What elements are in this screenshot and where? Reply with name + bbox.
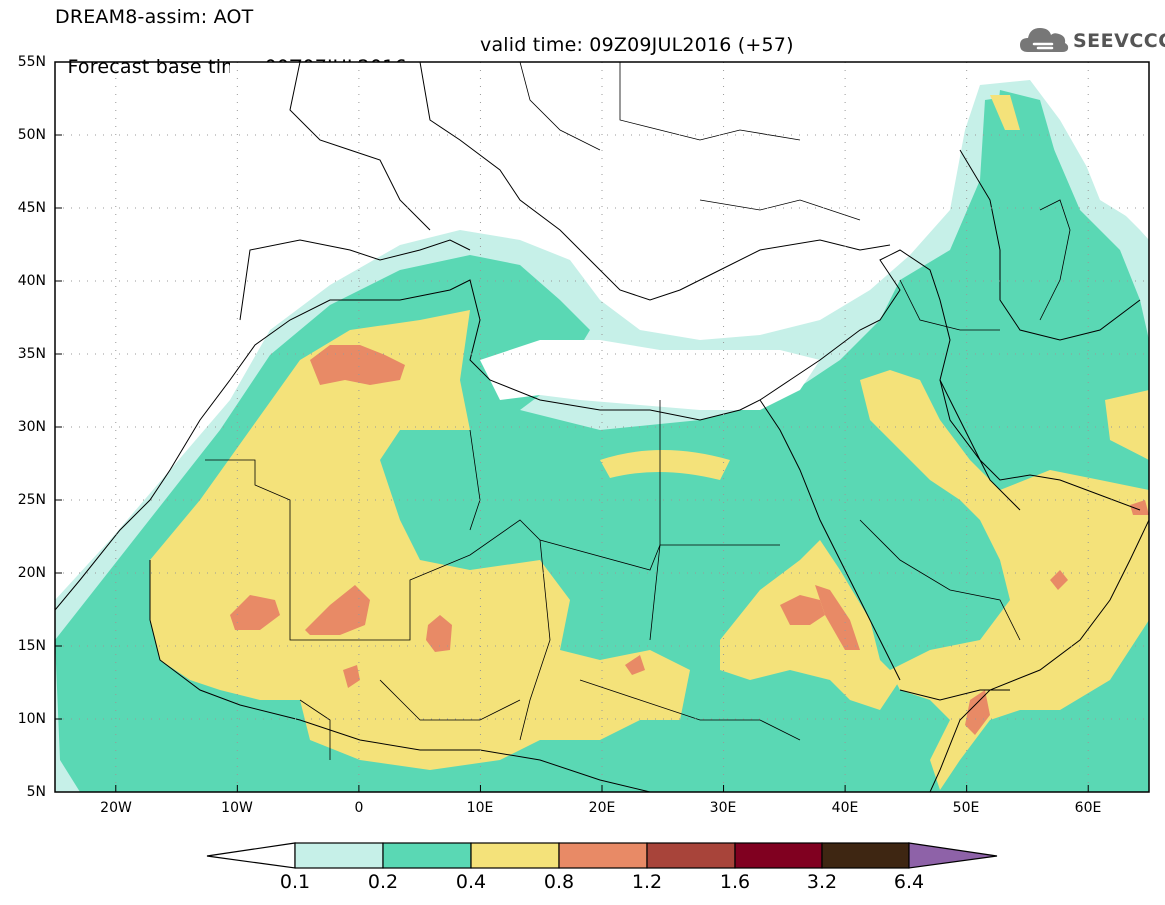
colorbar-swatch-2 xyxy=(382,842,472,869)
lat-label: 30N xyxy=(17,419,46,435)
colorbar-swatch-4 xyxy=(558,842,648,869)
lat-label: 45N xyxy=(17,200,46,216)
colorbar-label: 0.2 xyxy=(367,871,399,893)
country-borders xyxy=(205,62,1071,760)
colorbar-label: 0.1 xyxy=(279,871,311,893)
lon-label: 20W xyxy=(100,800,132,816)
colorbar-arrow-low xyxy=(206,842,296,869)
lon-label: 10W xyxy=(221,800,253,816)
colorbar xyxy=(206,842,998,869)
lat-label: 55N xyxy=(17,54,46,70)
lat-label: 5N xyxy=(26,784,46,800)
lat-label: 15N xyxy=(17,638,46,654)
colorbar-label: 0.8 xyxy=(543,871,575,893)
colorbar-label: 1.2 xyxy=(631,871,663,893)
axis-ticks xyxy=(55,61,1089,793)
lat-label: 50N xyxy=(17,127,46,143)
lon-label: 0 xyxy=(354,800,364,816)
colorbar-swatch-6 xyxy=(734,842,823,869)
colorbar-label: 3.2 xyxy=(806,871,838,893)
aot-below-0.1 xyxy=(160,62,1149,410)
lat-label: 10N xyxy=(17,711,46,727)
lat-label: 40N xyxy=(17,273,46,289)
colorbar-label: 0.4 xyxy=(455,871,487,893)
lat-label: 35N xyxy=(17,346,46,362)
aot-field xyxy=(55,62,1149,792)
lon-label: 50E xyxy=(952,800,980,816)
colorbar-label: 6.4 xyxy=(893,871,925,893)
colorbar-swatch-1 xyxy=(294,842,384,869)
cloud-icon xyxy=(1020,28,1069,52)
seevccc-logo: SEEVCCC xyxy=(1018,22,1165,58)
lon-label: 20E xyxy=(588,800,616,816)
colorbar-swatch-5 xyxy=(646,842,736,869)
lon-label: 10E xyxy=(466,800,494,816)
lat-label: 20N xyxy=(17,565,46,581)
colorbar-label: 1.6 xyxy=(719,871,751,893)
map-title: DREAM8-assim: AOT xyxy=(55,6,254,28)
aot-class-0.8-1.2 xyxy=(230,345,1149,735)
lon-label: 60E xyxy=(1074,800,1102,816)
logo-text: SEEVCCC xyxy=(1073,30,1165,52)
lat-label: 25N xyxy=(17,492,46,508)
lon-label: 40E xyxy=(831,800,859,816)
colorbar-swatch-7 xyxy=(821,842,910,869)
colorbar-swatch-3 xyxy=(470,842,560,869)
graticule xyxy=(55,62,1149,792)
colorbar-arrow-high xyxy=(908,842,998,869)
valid-time-text: valid time: 09Z09JUL2016 (+57) xyxy=(480,34,794,56)
lon-label: 30E xyxy=(709,800,737,816)
